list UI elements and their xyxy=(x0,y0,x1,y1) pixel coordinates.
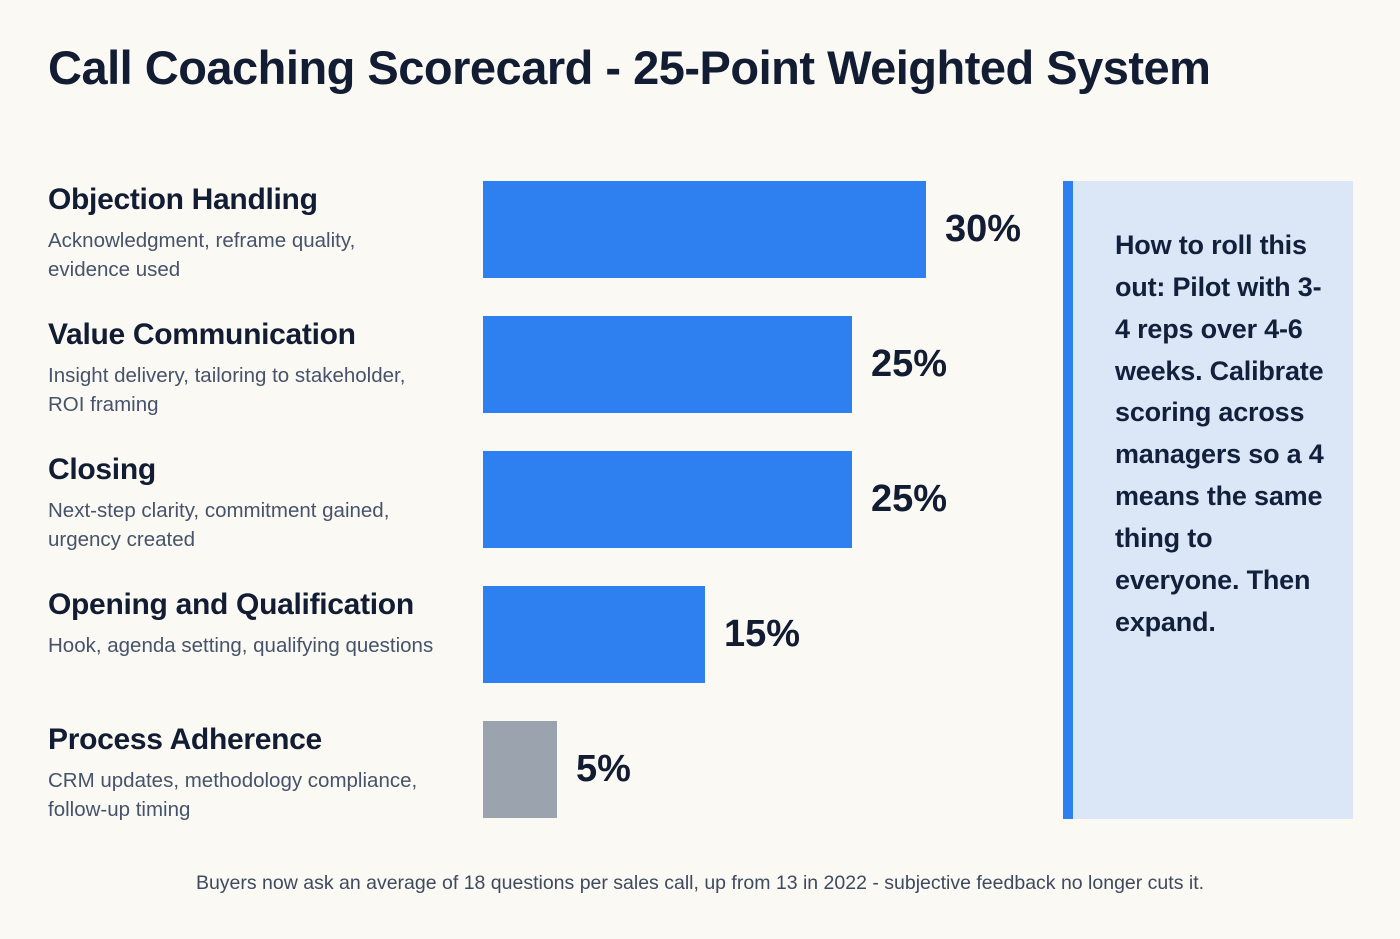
chart-row: Objection Handling Acknowledgment, refram… xyxy=(48,181,1048,281)
category-description: Hook, agenda setting, qualifying questio… xyxy=(48,633,434,657)
bar-value-label: 25% xyxy=(871,478,948,520)
category-label-block: Opening and Qualification Hook, agenda se… xyxy=(48,586,483,660)
category-label-block: Value Communication Insight delivery, tai… xyxy=(48,316,483,419)
bar xyxy=(483,316,852,413)
bar-value-label: 15% xyxy=(724,613,801,655)
bar xyxy=(483,586,705,683)
bar-track: 25% xyxy=(483,316,947,413)
bar-track: 30% xyxy=(483,181,1021,278)
bar-value-label: 5% xyxy=(576,748,631,790)
category-label: Value Communication xyxy=(48,318,356,351)
footer-note: Buyers now ask an average of 18 question… xyxy=(195,872,1205,894)
chart-row: Closing Next-step clarity, commitment gai… xyxy=(48,451,1048,551)
chart-row: Value Communication Insight delivery, tai… xyxy=(48,316,1048,416)
callout-accent-stripe xyxy=(1063,181,1073,819)
category-label-block: Objection Handling Acknowledgment, refram… xyxy=(48,181,483,284)
bar-value-label: 30% xyxy=(945,208,1022,250)
category-label-block: Closing Next-step clarity, commitment gai… xyxy=(48,451,483,554)
callout-body: How to roll this out: Pilot with 3-4 rep… xyxy=(1073,181,1353,819)
callout-panel: How to roll this out: Pilot with 3-4 rep… xyxy=(1063,181,1353,819)
callout-text: How to roll this out: Pilot with 3-4 rep… xyxy=(1115,230,1324,637)
category-description: Acknowledgment, reframe quality, evidenc… xyxy=(48,228,356,281)
page-title: Call Coaching Scorecard - 25-Point Weigh… xyxy=(48,41,1211,94)
bar xyxy=(483,451,852,548)
bar-track: 5% xyxy=(483,721,631,818)
category-description: Insight delivery, tailoring to stakehold… xyxy=(48,363,406,416)
category-label: Process Adherence xyxy=(48,723,322,756)
category-label: Objection Handling xyxy=(48,183,318,216)
chart-row: Opening and Qualification Hook, agenda se… xyxy=(48,586,1048,683)
bar-track: 25% xyxy=(483,451,947,548)
chart-row: Process Adherence CRM updates, methodolog… xyxy=(48,721,1048,821)
bar xyxy=(483,181,926,278)
bar-track: 15% xyxy=(483,586,800,683)
category-label-block: Process Adherence CRM updates, methodolog… xyxy=(48,721,483,824)
chart-rows: Objection Handling Acknowledgment, refram… xyxy=(48,181,1048,856)
category-label: Opening and Qualification xyxy=(48,588,414,621)
bar xyxy=(483,721,557,818)
category-label: Closing xyxy=(48,453,156,486)
bar-value-label: 25% xyxy=(871,343,948,385)
category-description: Next-step clarity, commitment gained, ur… xyxy=(48,498,390,551)
category-description: CRM updates, methodology compliance, fol… xyxy=(48,768,418,821)
